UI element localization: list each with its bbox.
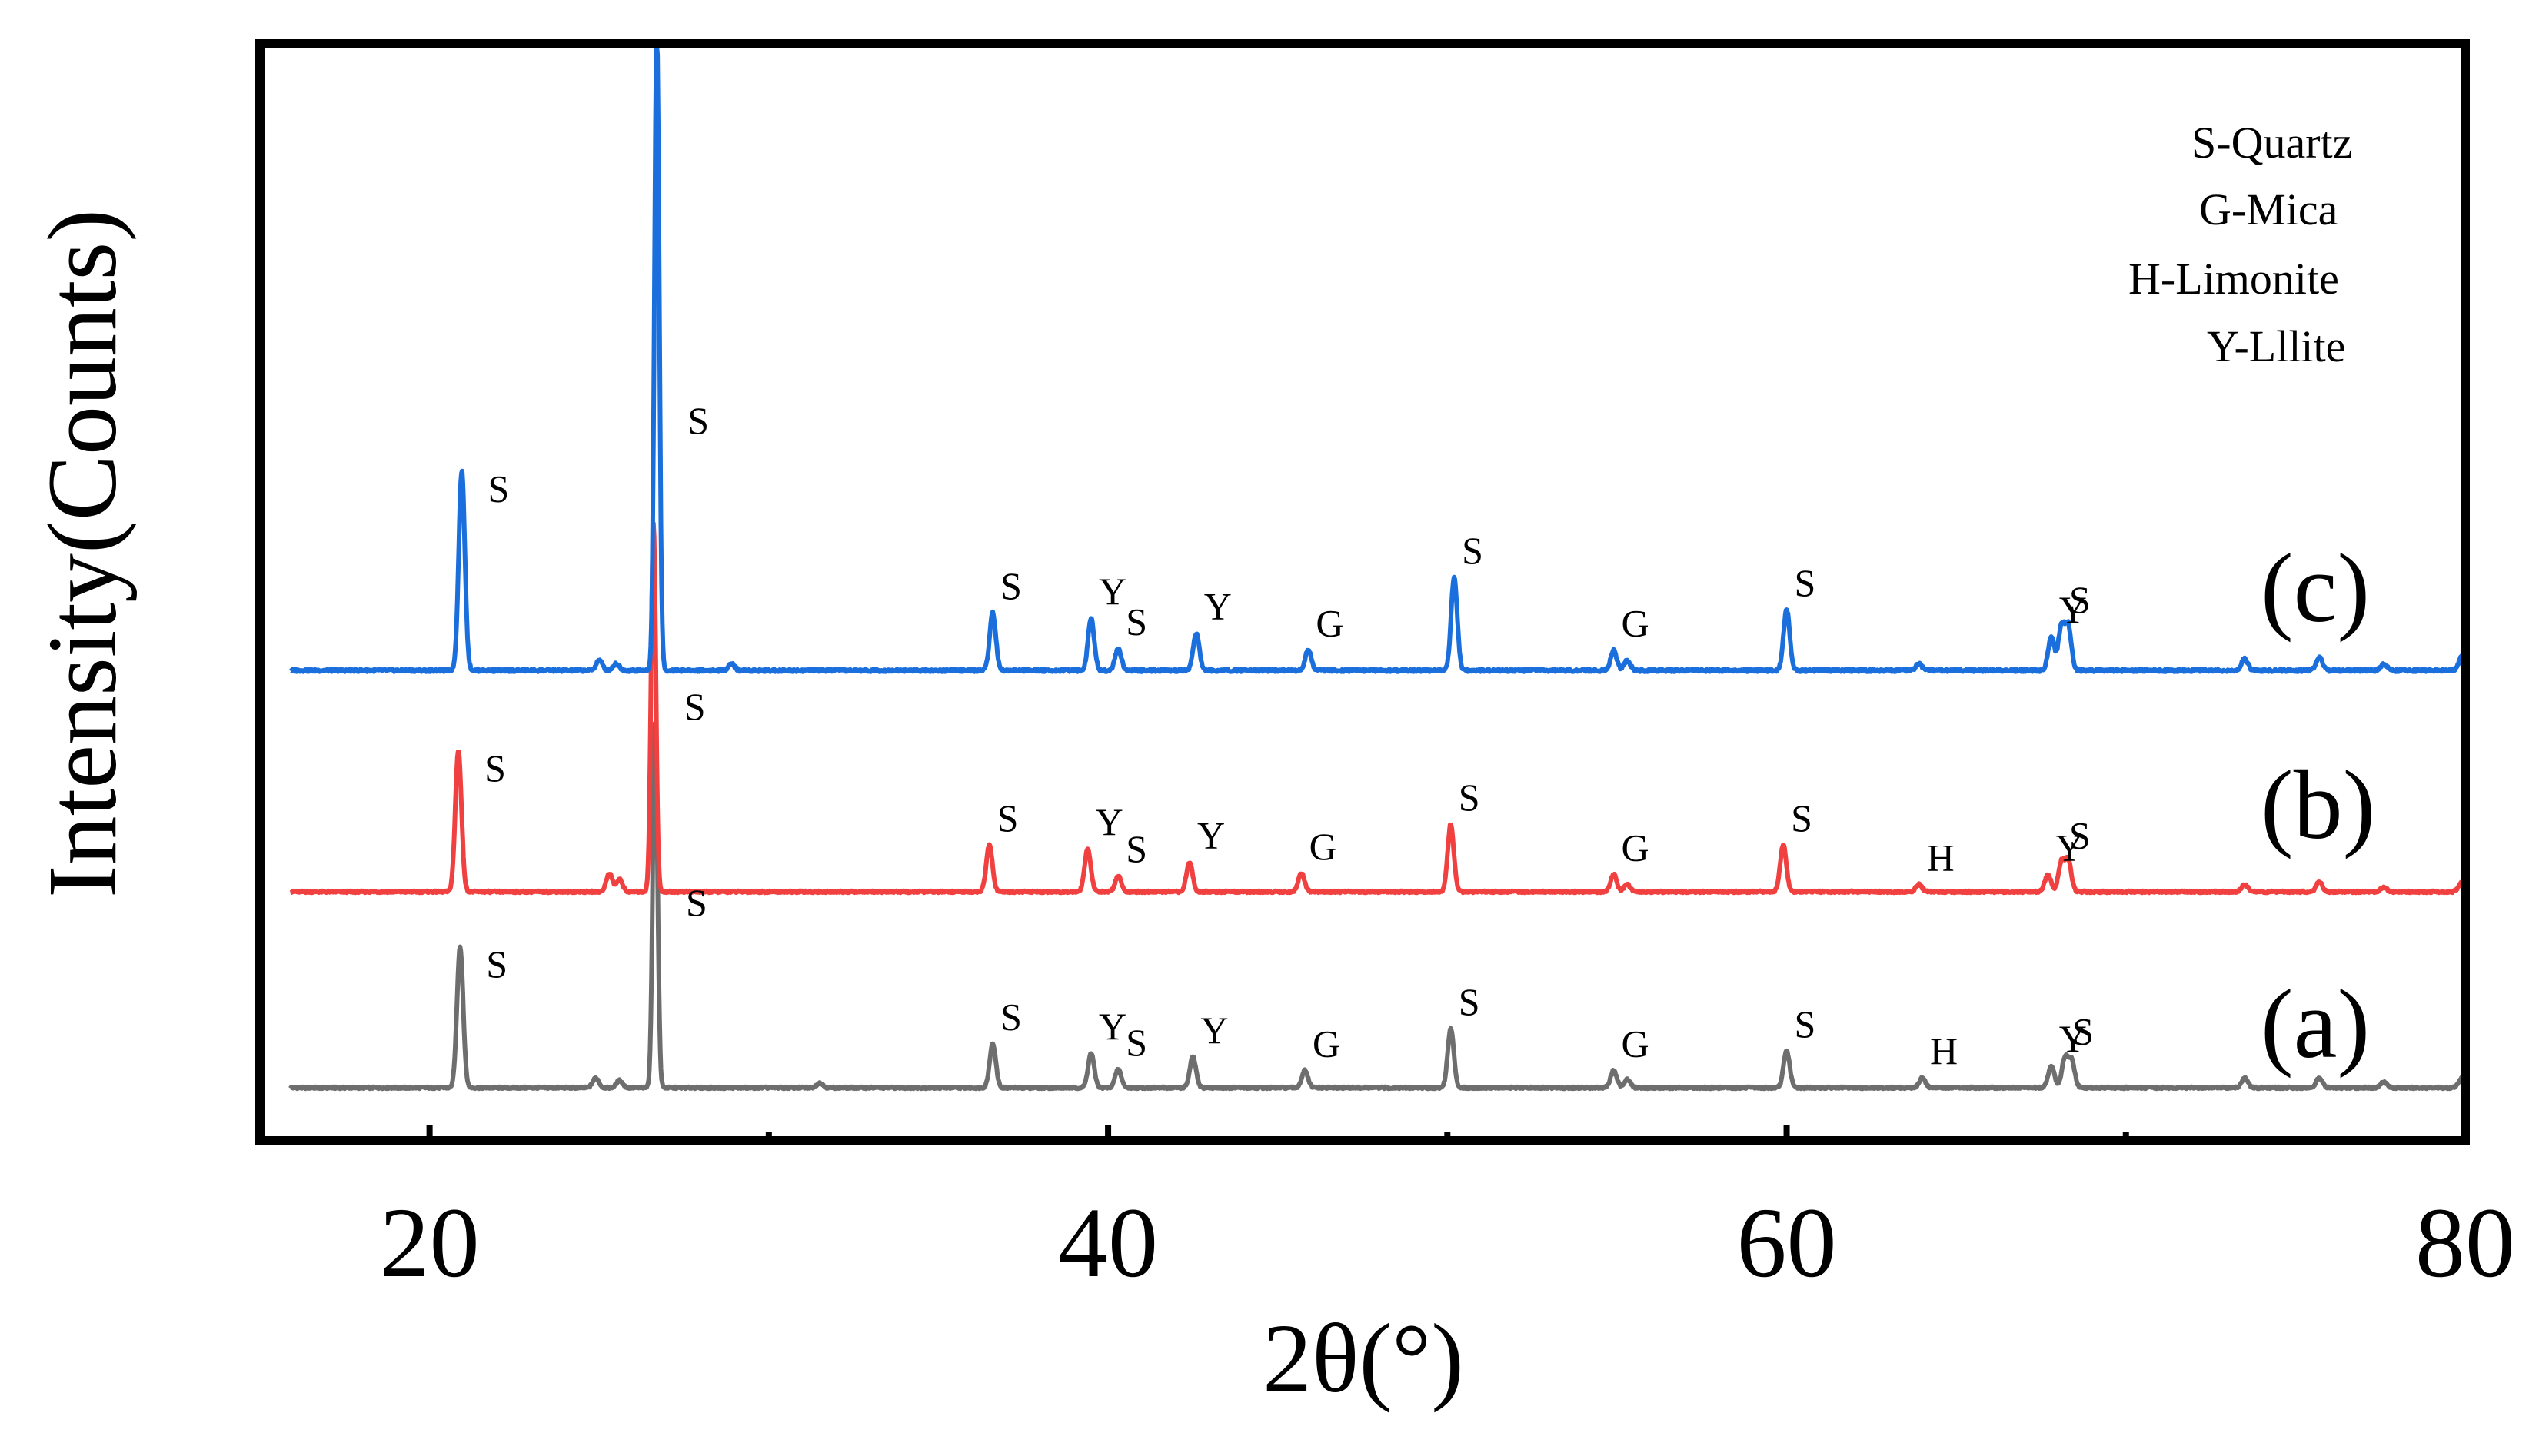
peak-label: S [1000,995,1022,1038]
y-axis-title: Intensity(Counts) [28,209,137,898]
peak-label: S [1126,1021,1147,1064]
peak-label: H [1927,836,1955,879]
x-tick-label: 40 [1058,1188,1158,1298]
peak-label: Y [1099,1005,1126,1048]
peak-label: S [486,942,507,986]
peak-label: S [1791,796,1812,839]
legend-item-mica: G-Mica [2199,184,2338,234]
peak-label: G [1316,602,1343,645]
peak-label: S [1462,529,1483,572]
peak-label: S [686,881,707,924]
peak-label: S [1795,561,1816,604]
plot-frame [255,39,2470,1145]
curve-label-a: (a) [2261,969,2370,1079]
x-tick-label: 20 [380,1188,480,1298]
peak-label: H [1930,1029,1958,1072]
x-tick-label: 60 [1737,1188,1837,1298]
peak-label: S [484,746,506,789]
peak-label: Y [2059,1017,2087,1060]
peak-label: S [1459,776,1480,819]
peak-label: S [1126,600,1147,643]
peak-label: S [1459,980,1480,1023]
legend-item-limonite: H-Limonite [2128,254,2339,304]
peak-label: Y [1099,570,1126,613]
peak-label: Y [1096,800,1123,843]
peak-label: Y [1200,1009,1228,1052]
x-tick-label: 80 [2415,1188,2515,1298]
x-axis: 20 40 60 80 [380,1125,2515,1298]
series-line-a [288,720,2466,1092]
peak-label: Y [1204,585,1232,628]
legend-item-quartz: S-Quartz [2191,118,2352,168]
series-line-c [288,45,2465,674]
peak-label: S [2072,1010,2094,1053]
peak-label: Y [2055,826,2083,869]
series-layer [288,45,2466,1092]
peak-label: G [1313,1022,1340,1065]
legend-item-illite: Y-Lllite [2207,321,2345,371]
curve-label-c: (c) [2261,534,2370,643]
legend: S-Quartz G-Mica H-Limonite Y-Lllite [2128,118,2352,371]
peak-label: S [1795,1002,1816,1045]
peak-label: Y [1197,814,1225,857]
peak-label: S [488,467,510,510]
peak-label: G [1622,1022,1649,1065]
peak-label: G [1622,826,1649,869]
peak-label: Y [2059,588,2087,631]
curve-label-b: (b) [2261,750,2375,859]
peak-label: S [997,796,1019,839]
peak-label: G [1622,602,1649,645]
peak-label: S [687,399,709,442]
peak-label: S [1000,564,1022,607]
x-axis-title: 2θ(°) [1263,1304,1464,1413]
peak-label: G [1309,825,1337,868]
peak-label: S [684,685,706,728]
peak-label: S [1126,827,1147,870]
peak-label: S [2069,814,2091,857]
peak-label: S [2069,578,2091,621]
